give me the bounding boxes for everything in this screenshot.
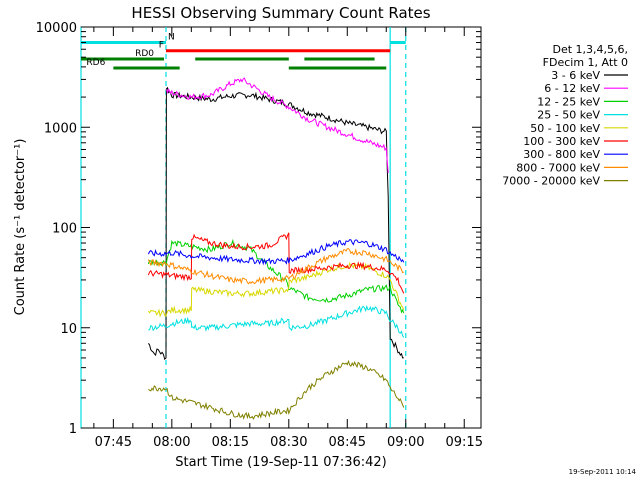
- series-line-800-7000-kev: [147, 248, 405, 285]
- y-tick-label-10: 10: [60, 322, 77, 337]
- legend-label-100-300-kev: 100 - 300 keV: [523, 135, 600, 148]
- status-bar-label-f: F: [159, 41, 164, 51]
- legend-label-300-800-kev: 300 - 800 keV: [523, 148, 600, 161]
- series-line-25-50-kev: [148, 305, 405, 338]
- x-tick-label-09-15: 09:15: [446, 435, 483, 450]
- x-tick-label-07-45: 07:45: [95, 435, 132, 450]
- legend-header-line2: FDecim 1, Att 0: [543, 56, 628, 69]
- y-axis-label: Count Rate (s⁻¹ detector⁻¹): [13, 139, 28, 316]
- series-line-300-800-kev: [147, 239, 405, 266]
- legend-label-6-12-kev: 6 - 12 keV: [544, 82, 600, 95]
- x-axis-label: Start Time (19-Sep-11 07:36:42): [175, 455, 386, 470]
- x-axis: 07:45 08:00 08:15 08:30 08:45 09:00 09:15: [93, 27, 483, 450]
- x-tick-label-09-00: 09:00: [387, 435, 424, 450]
- plot-area: NF RD0 RD6: [80, 26, 482, 429]
- legend-label-7000-20000-kev: 7000 - 20000 keV: [502, 175, 600, 188]
- series-line-12-25-kev: [147, 238, 405, 314]
- legend-label-3-6-kev: 3 - 6 keV: [551, 69, 600, 82]
- status-bar-label-rd0: RD0: [135, 49, 154, 59]
- x-tick-label-08-30: 08:30: [270, 435, 307, 450]
- series-line-100-300-kev: [147, 232, 405, 294]
- legend-label-800-7000-kev: 800 - 7000 keV: [516, 161, 600, 174]
- y-tick-label-100: 100: [52, 222, 77, 237]
- status-bar-label-n: N: [168, 33, 175, 43]
- status-bar-label-rd6: RD6: [86, 58, 105, 68]
- x-tick-label-08-45: 08:45: [329, 435, 366, 450]
- y-axis: 1 10 100 1000 10000: [36, 21, 481, 437]
- legend-label-25-50-kev: 25 - 50 keV: [537, 109, 600, 122]
- y-tick-label-10000: 10000: [36, 21, 77, 36]
- y-tick-label-1000: 1000: [44, 121, 77, 136]
- chart-title: HESSI Observing Summary Count Rates: [131, 4, 430, 22]
- y-tick-label-1: 1: [69, 422, 77, 437]
- x-tick-label-08-00: 08:00: [153, 435, 190, 450]
- date-stamp: 19-Sep-2011 10:14: [569, 468, 637, 476]
- legend-label-12-25-kev: 12 - 25 keV: [537, 95, 600, 108]
- x-tick-label-08-15: 08:15: [212, 435, 249, 450]
- legend-label-50-100-kev: 50 - 100 keV: [530, 122, 600, 135]
- legend: Det 1,3,4,5,6, FDecim 1, Att 0 3 - 6 keV…: [502, 43, 628, 188]
- legend-header-line1: Det 1,3,4,5,6,: [552, 43, 628, 56]
- series-line-6-12-kev: [165, 77, 389, 174]
- series-line-7000-20000-kev: [148, 359, 405, 421]
